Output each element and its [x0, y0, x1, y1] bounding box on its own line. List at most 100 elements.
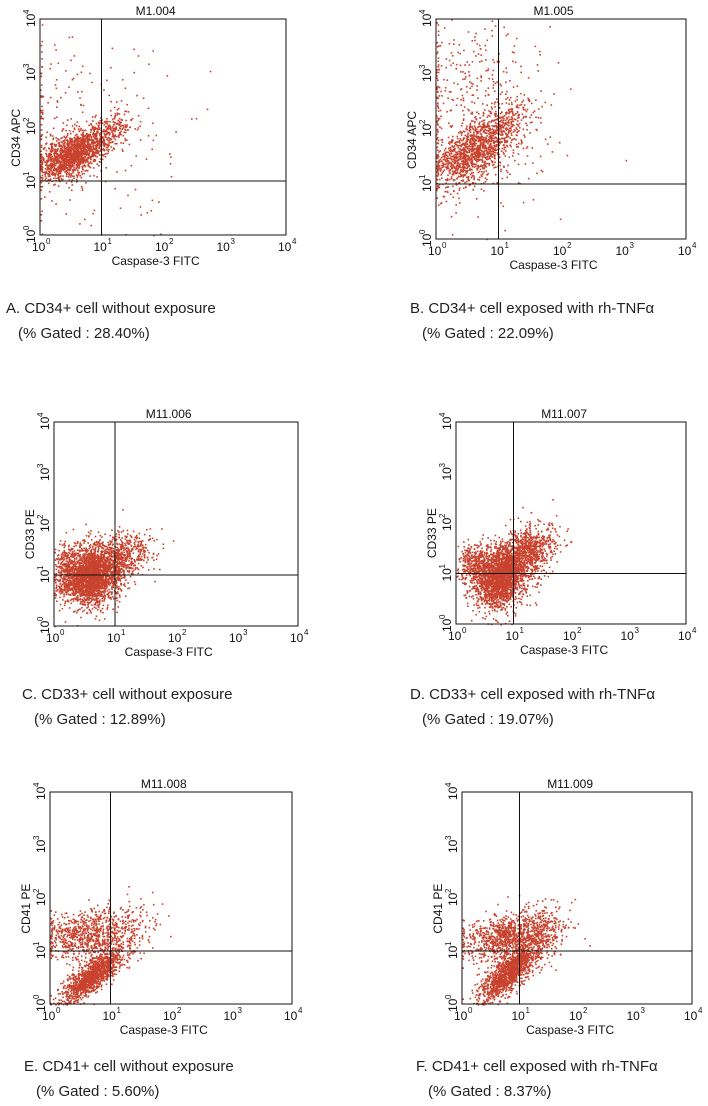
- data-point: [82, 160, 84, 163]
- data-point: [512, 120, 514, 122]
- data-point: [487, 152, 490, 155]
- data-point: [88, 139, 90, 142]
- x-tick-label: 10: [278, 240, 292, 254]
- data-point: [95, 540, 98, 543]
- data-point: [487, 153, 489, 156]
- data-point: [83, 150, 85, 153]
- data-point: [97, 144, 99, 147]
- data-point: [459, 64, 462, 67]
- data-point: [496, 101, 499, 103]
- data-point: [61, 159, 64, 162]
- data-point: [509, 144, 511, 146]
- data-point: [438, 183, 441, 186]
- data-point: [450, 158, 452, 160]
- data-point: [122, 150, 124, 152]
- data-point: [43, 161, 46, 163]
- data-point: [71, 189, 73, 192]
- data-point: [53, 177, 55, 180]
- data-point: [81, 189, 84, 191]
- data-point: [493, 131, 495, 134]
- data-point: [437, 165, 439, 168]
- data-point: [452, 148, 455, 151]
- data-point: [458, 187, 461, 190]
- data-point: [42, 158, 44, 160]
- data-point: [65, 158, 68, 161]
- y-tick-exponent: 4: [22, 9, 31, 14]
- data-point: [439, 109, 442, 112]
- data-point: [557, 62, 560, 64]
- data-point: [478, 139, 481, 142]
- data-point: [475, 135, 478, 137]
- data-point: [539, 117, 542, 119]
- data-point: [113, 135, 115, 138]
- data-point: [495, 129, 498, 132]
- data-point: [79, 145, 82, 148]
- data-point: [72, 170, 75, 173]
- data-point: [502, 205, 505, 208]
- data-point: [508, 111, 511, 114]
- data-point: [479, 165, 481, 168]
- data-point: [54, 84, 57, 86]
- data-point: [90, 162, 93, 165]
- data-point: [44, 196, 46, 198]
- data-point: [485, 138, 487, 141]
- data-point: [500, 150, 503, 152]
- data-point: [471, 101, 473, 103]
- data-point: [40, 75, 43, 78]
- data-point: [64, 147, 67, 149]
- data-point: [72, 158, 75, 161]
- x-axis-label: Caspase-3 FITC: [509, 258, 597, 272]
- y-tick-exponent: 2: [22, 117, 31, 122]
- data-point: [94, 127, 96, 129]
- data-point: [84, 138, 86, 140]
- data-point: [92, 597, 94, 600]
- data-point: [124, 128, 126, 131]
- data-point: [77, 154, 79, 157]
- data-point: [66, 171, 68, 174]
- data-point: [40, 111, 43, 114]
- data-point: [108, 124, 111, 127]
- data-point: [460, 173, 462, 175]
- data-point: [85, 159, 88, 161]
- data-point: [553, 93, 555, 95]
- data-point: [436, 22, 439, 24]
- data-point: [84, 161, 87, 164]
- data-point: [471, 60, 474, 63]
- data-point: [76, 570, 79, 572]
- data-point: [106, 128, 108, 130]
- data-point: [97, 549, 99, 552]
- data-point: [107, 604, 109, 607]
- data-point: [87, 163, 89, 165]
- data-point: [456, 135, 459, 138]
- data-point: [75, 168, 78, 170]
- data-point: [118, 124, 121, 126]
- data-point: [89, 139, 91, 141]
- data-point: [106, 147, 109, 149]
- data-point: [529, 116, 531, 119]
- data-point: [54, 183, 56, 186]
- data-point: [467, 132, 469, 135]
- data-point: [64, 167, 66, 170]
- data-point: [101, 551, 104, 553]
- data-point: [450, 177, 453, 180]
- data-point: [493, 90, 496, 92]
- data-point: [494, 112, 496, 115]
- y-tick-exponent: 0: [22, 225, 31, 230]
- data-point: [471, 155, 474, 157]
- data-point: [92, 589, 95, 592]
- data-point: [442, 164, 445, 167]
- data-point: [499, 138, 501, 140]
- data-point: [83, 539, 85, 541]
- data-point: [492, 69, 495, 72]
- data-point: [466, 180, 468, 183]
- data-point: [89, 72, 91, 75]
- data-point: [68, 157, 71, 159]
- data-point: [80, 158, 83, 161]
- data-point: [104, 126, 107, 128]
- data-point: [123, 113, 126, 116]
- data-point: [70, 174, 73, 177]
- data-point: [536, 64, 539, 66]
- data-point: [475, 155, 477, 157]
- data-point: [98, 604, 100, 606]
- data-point: [99, 154, 101, 156]
